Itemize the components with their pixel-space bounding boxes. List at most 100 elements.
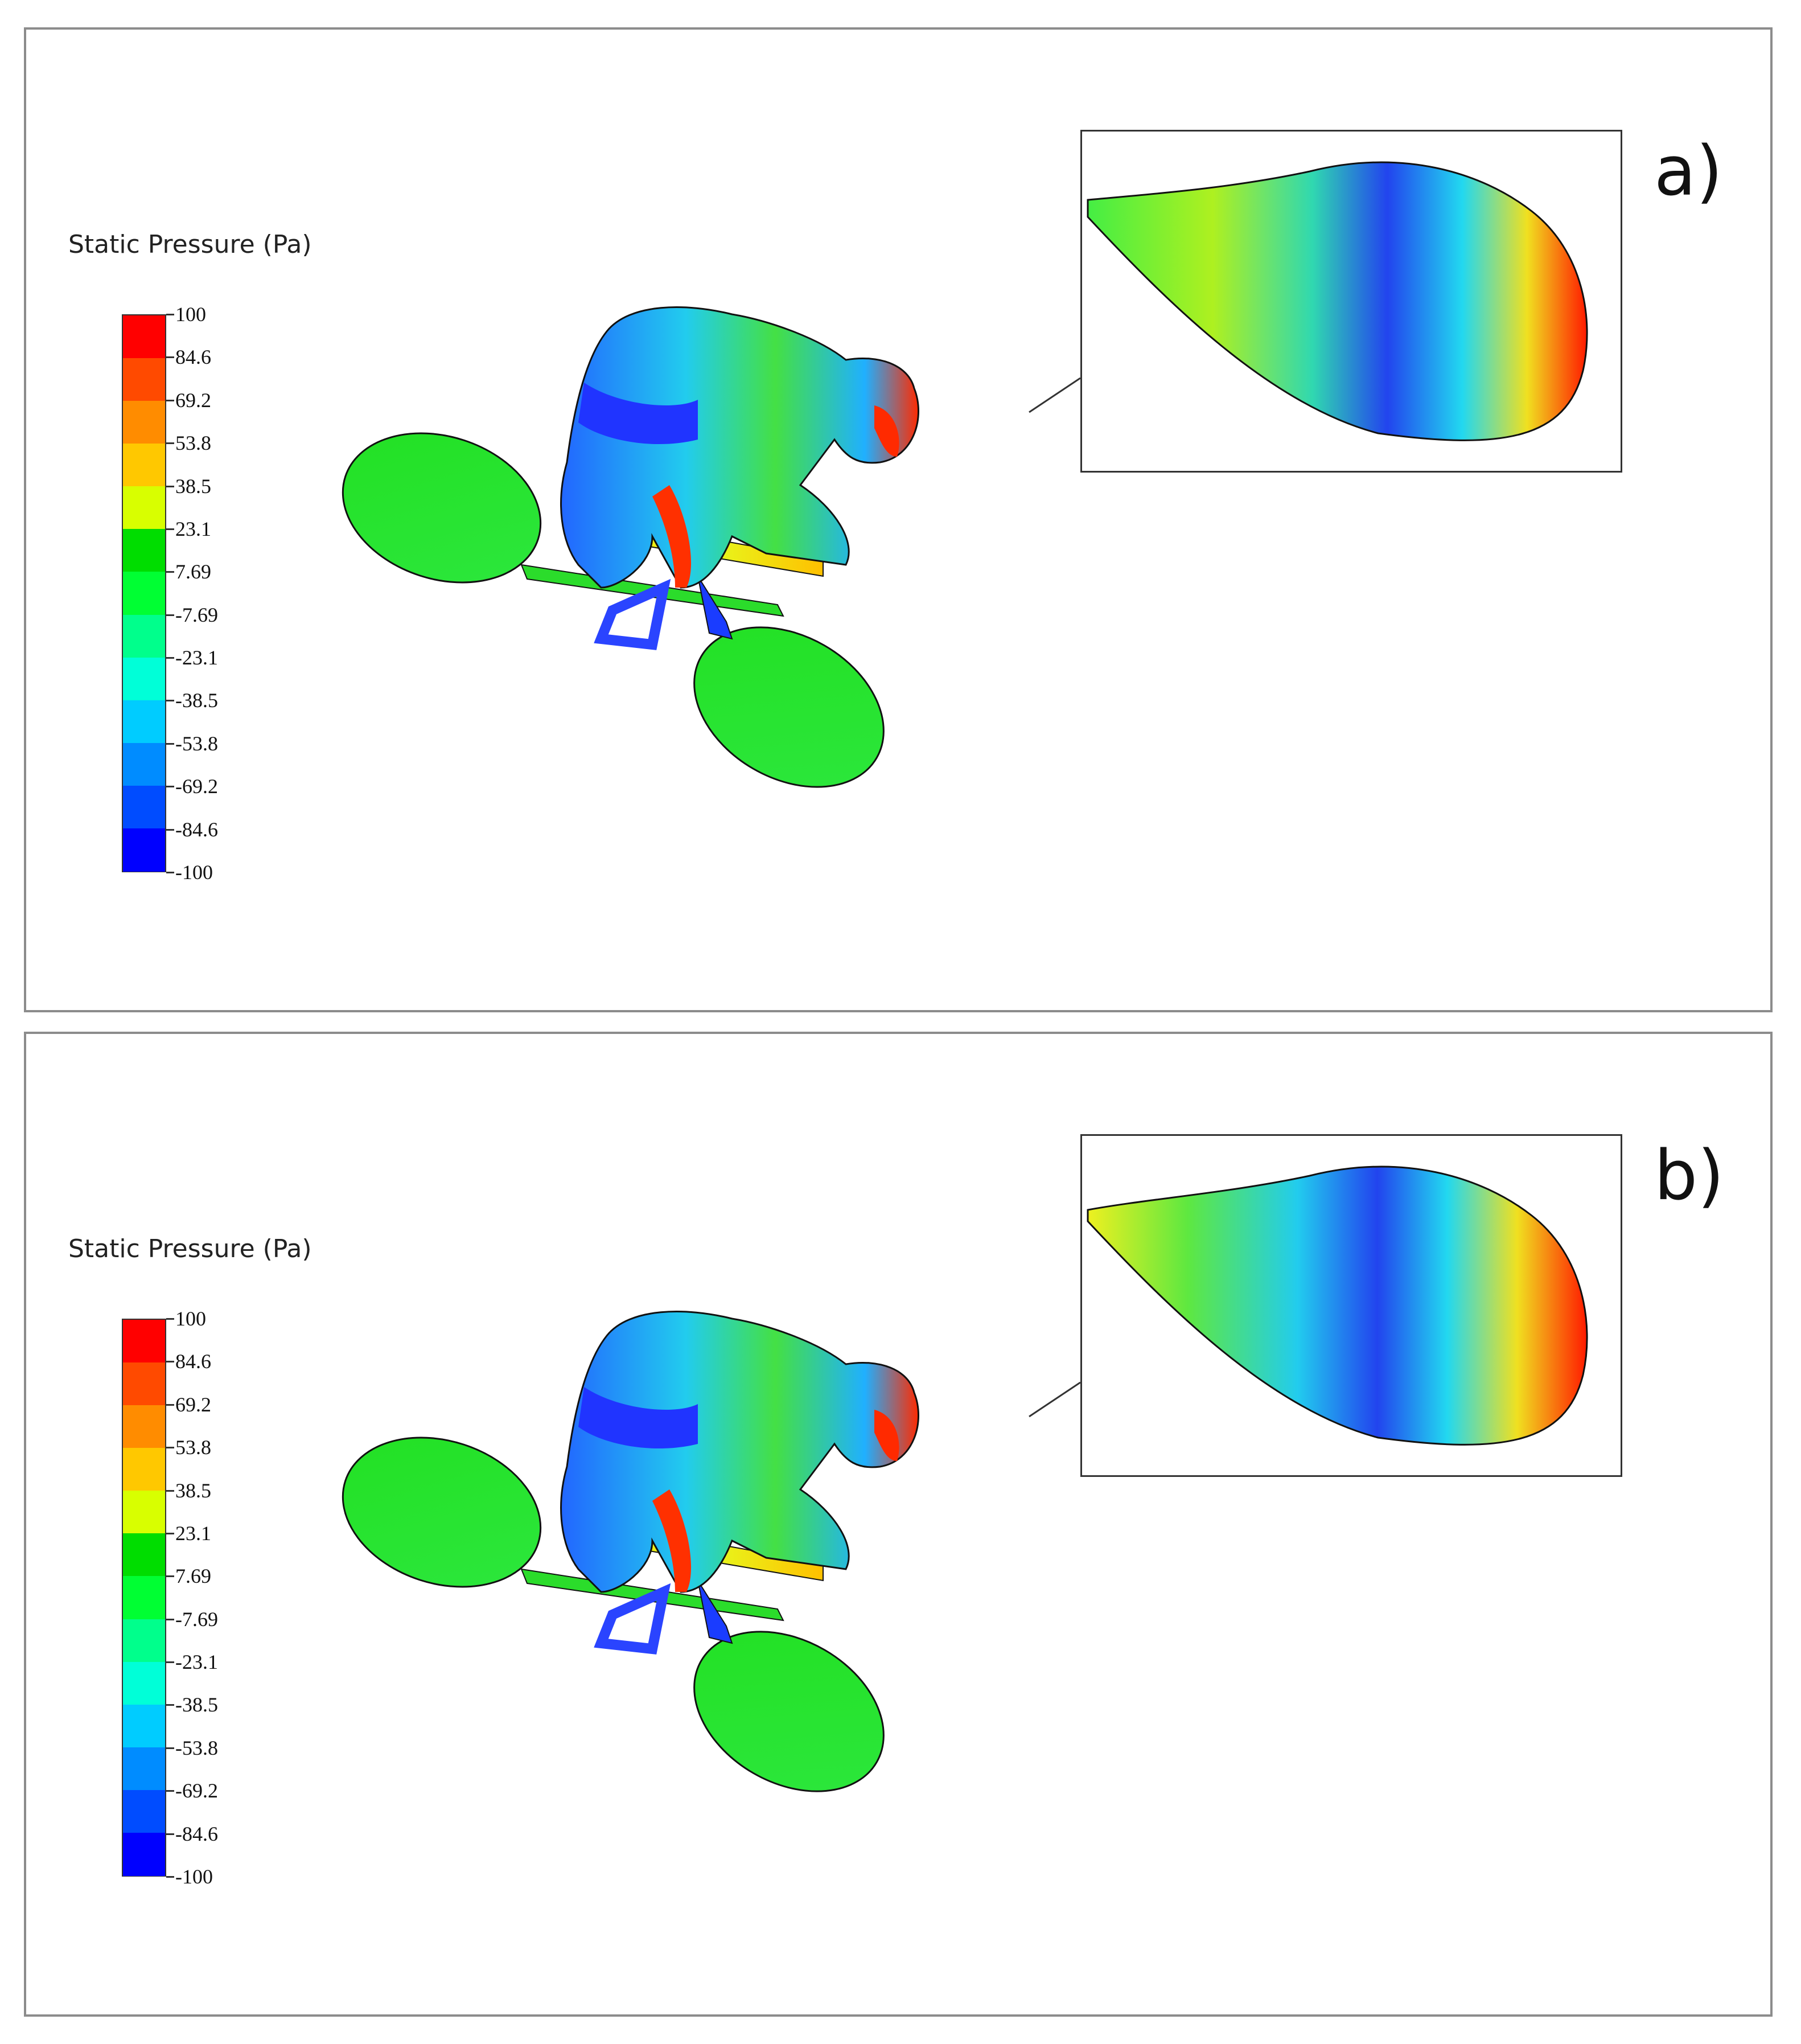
front-wheel <box>693 626 885 788</box>
colorbar-tick-label: 69.2 <box>175 388 211 412</box>
colorbar-tick-label: -69.2 <box>175 1779 218 1803</box>
helmet-pressure-detail <box>1087 1165 1588 1446</box>
colorbar-tick <box>166 1447 174 1449</box>
colorbar-tick-label: -84.6 <box>175 818 218 841</box>
colorbar-tick-label: 38.5 <box>175 474 211 498</box>
colorbar-tick-label: -53.8 <box>175 732 218 755</box>
colorbar-segment <box>123 1320 165 1364</box>
colorbar-segment <box>123 1448 165 1492</box>
colorbar-segment <box>123 1619 165 1663</box>
colorbar-tick-label: -100 <box>175 1865 213 1888</box>
colorbar-tick <box>166 1489 174 1492</box>
helmet-inset <box>1080 1134 1622 1477</box>
colorbar-tick <box>166 1704 174 1706</box>
rider-low-pressure-band <box>578 1387 698 1449</box>
colorbar-tick-label: -38.5 <box>175 689 218 712</box>
pressure-colorbar <box>122 314 166 872</box>
colorbar-tick-label: 84.6 <box>175 346 211 369</box>
colorbar-segment <box>123 1491 165 1534</box>
pressure-colorbar <box>122 1319 166 1877</box>
colorbar-tick <box>166 399 174 401</box>
colorbar-segment <box>123 1405 165 1449</box>
colorbar-tick-label: 7.69 <box>175 560 211 584</box>
colorbar-segment <box>123 657 165 701</box>
colorbar-tick <box>166 1361 174 1363</box>
inset-leader-line <box>1029 377 1081 413</box>
colorbar-tick-label: -84.6 <box>175 1822 218 1845</box>
rider-leg-high-pressure <box>652 485 692 588</box>
colorbar-tick <box>166 356 174 359</box>
cyclist-pressure-render <box>342 306 919 788</box>
legend-title: Static Pressure (Pa) <box>68 1234 312 1263</box>
colorbar-tick <box>166 1747 174 1749</box>
colorbar-tick-label: -53.8 <box>175 1736 218 1759</box>
colorbar-segment <box>123 444 165 487</box>
panel-a: Static Pressure (Pa) <box>24 27 1773 1012</box>
colorbar-tick-label: 100 <box>175 1307 206 1330</box>
colorbar-tick <box>166 614 174 616</box>
colorbar-tick <box>166 828 174 831</box>
colorbar-tick <box>166 314 174 315</box>
colorbar-segment <box>123 401 165 445</box>
colorbar-segment <box>123 785 165 829</box>
colorbar-tick-label: -7.69 <box>175 1607 218 1631</box>
colorbar-tick <box>166 700 174 702</box>
colorbar-tick <box>166 1403 174 1406</box>
crank <box>594 1583 671 1655</box>
colorbar-segment <box>123 315 165 359</box>
colorbar-tick <box>166 1575 174 1578</box>
colorbar-tick-label: -7.69 <box>175 603 218 626</box>
helmet-pressure-detail <box>1087 161 1588 441</box>
fork <box>697 576 733 640</box>
colorbar-tick-label: 23.1 <box>175 1521 211 1545</box>
panel-label-b: b) <box>1654 1136 1724 1216</box>
rider-body <box>560 306 919 589</box>
helmet-inset <box>1080 130 1622 473</box>
colorbar-tick-label: 38.5 <box>175 1479 211 1502</box>
inset-leader-line <box>1029 1381 1081 1418</box>
colorbar-segment <box>123 572 165 615</box>
cyclist-pressure-render <box>342 1311 919 1792</box>
colorbar-tick <box>166 571 174 573</box>
rider-leg-high-pressure <box>652 1489 692 1592</box>
colorbar-tick-label: 69.2 <box>175 1393 211 1416</box>
colorbar-tick-label: -23.1 <box>175 646 218 670</box>
colorbar-segment <box>123 1533 165 1577</box>
colorbar-tick-label: 100 <box>175 303 206 326</box>
helmet-nose <box>874 405 899 457</box>
crank <box>594 578 671 650</box>
colorbar-tick <box>166 1790 174 1792</box>
legend-title: Static Pressure (Pa) <box>68 230 312 259</box>
panel-b: Static Pressure (Pa) <box>24 1032 1773 2017</box>
colorbar-tick <box>166 1876 174 1878</box>
colorbar-segment <box>123 1747 165 1791</box>
rear-wheel <box>342 1436 542 1588</box>
colorbar-tick <box>166 1318 174 1320</box>
colorbar-tick-label: -38.5 <box>175 1693 218 1717</box>
colorbar-tick-label: 23.1 <box>175 517 211 540</box>
rear-wheel <box>342 432 542 584</box>
colorbar-segment <box>123 1704 165 1748</box>
colorbar-tick <box>166 1661 174 1664</box>
colorbar-tick-label: 7.69 <box>175 1565 211 1588</box>
colorbar-segment <box>123 1362 165 1406</box>
colorbar-segment <box>123 700 165 744</box>
colorbar-tick-label: -100 <box>175 861 213 884</box>
panel-label-a: a) <box>1654 132 1723 211</box>
colorbar-segment <box>123 1661 165 1705</box>
colorbar-tick-label: 53.8 <box>175 1436 211 1459</box>
colorbar-tick <box>166 442 174 445</box>
colorbar-tick <box>166 1618 174 1620</box>
colorbar-segment <box>123 742 165 786</box>
colorbar-tick <box>166 742 174 745</box>
colorbar-tick <box>166 872 174 873</box>
colorbar-segment <box>123 529 165 573</box>
front-wheel <box>693 1631 885 1792</box>
colorbar-tick <box>166 1532 174 1534</box>
colorbar-segment <box>123 1789 165 1833</box>
colorbar-tick <box>166 1833 174 1835</box>
colorbar-segment <box>123 828 165 872</box>
colorbar-segment <box>123 1832 165 1876</box>
colorbar-tick-label: -23.1 <box>175 1651 218 1674</box>
colorbar-segment <box>123 614 165 658</box>
